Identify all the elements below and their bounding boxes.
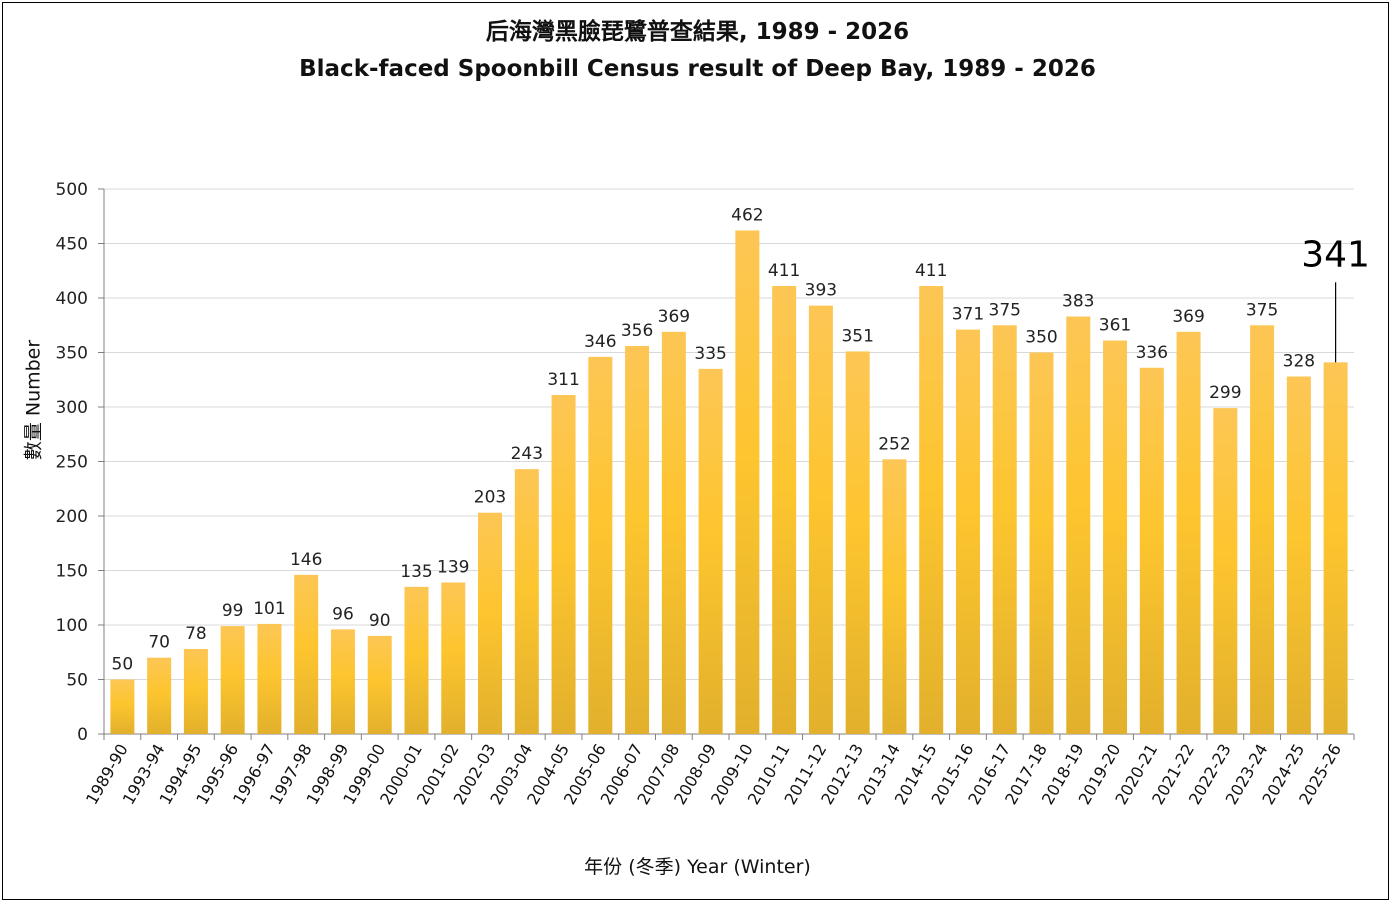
data-label: 146 <box>290 550 322 570</box>
y-tick-label: 500 <box>56 180 88 200</box>
data-label: 462 <box>731 205 763 225</box>
bar <box>110 679 135 734</box>
bar <box>441 582 466 734</box>
bar <box>772 286 797 734</box>
bar <box>919 286 944 734</box>
y-tick-label: 250 <box>56 453 88 473</box>
chart-subtitle: Black-faced Spoonbill Census result of D… <box>299 56 1096 82</box>
bar <box>147 657 172 734</box>
y-tick-label: 350 <box>56 344 88 364</box>
bar <box>808 305 833 734</box>
bar <box>1286 376 1311 734</box>
data-label: 299 <box>1209 383 1241 403</box>
bar <box>735 230 760 735</box>
y-tick-label: 400 <box>56 289 88 309</box>
data-label: 393 <box>805 281 837 301</box>
bar <box>1176 331 1201 734</box>
bar <box>551 395 576 734</box>
y-tick-label: 150 <box>56 562 88 582</box>
data-label: 411 <box>915 261 947 281</box>
data-label: 311 <box>547 370 579 390</box>
data-label: 335 <box>694 344 726 364</box>
data-label: 336 <box>1136 343 1168 363</box>
bar <box>1213 408 1238 734</box>
data-label: 243 <box>511 444 543 464</box>
data-label: 375 <box>1246 300 1278 320</box>
data-label: 70 <box>148 633 170 653</box>
data-label: 135 <box>400 562 432 582</box>
bar <box>220 626 245 734</box>
data-label: 346 <box>584 332 616 352</box>
bar <box>882 459 907 734</box>
bar <box>1323 362 1348 734</box>
bar <box>1103 340 1128 734</box>
bar <box>1139 367 1164 734</box>
bar <box>1029 352 1054 734</box>
data-label: 371 <box>952 305 984 325</box>
y-tick-label: 300 <box>56 398 88 418</box>
data-label: 361 <box>1099 316 1131 336</box>
y-tick-label: 450 <box>56 235 88 255</box>
data-label: 369 <box>658 307 690 327</box>
data-label: 328 <box>1283 351 1315 371</box>
highlight-label: 341 <box>1301 234 1370 275</box>
bar <box>1250 325 1275 734</box>
data-label: 356 <box>621 321 653 341</box>
bar <box>588 356 613 734</box>
y-tick-label: 200 <box>56 507 88 527</box>
y-tick-label: 0 <box>77 725 88 745</box>
bar <box>514 469 539 734</box>
y-tick-label: 50 <box>66 671 88 691</box>
bar <box>698 368 723 734</box>
data-label: 203 <box>474 488 506 508</box>
data-label: 350 <box>1025 328 1057 348</box>
bar <box>294 574 319 734</box>
data-label: 101 <box>253 599 285 619</box>
data-label: 50 <box>112 655 134 675</box>
data-label: 96 <box>332 604 354 624</box>
data-label: 411 <box>768 261 800 281</box>
bar <box>404 586 429 734</box>
data-label: 90 <box>369 611 391 631</box>
bar <box>1066 316 1091 734</box>
bar <box>367 635 392 734</box>
bar <box>183 648 208 734</box>
bar <box>955 329 980 734</box>
bar <box>625 345 650 734</box>
data-label: 78 <box>185 624 207 644</box>
chart-title: 后海灣黑臉琵鷺普查結果, 1989 - 2026 <box>485 19 910 45</box>
data-label: 375 <box>989 300 1021 320</box>
x-axis-label: 年份 (冬季) Year (Winter) <box>584 856 811 878</box>
bar <box>257 623 282 734</box>
data-label: 99 <box>222 601 244 621</box>
bar <box>845 351 870 734</box>
y-tick-label: 100 <box>56 616 88 636</box>
data-label: 369 <box>1172 307 1204 327</box>
data-label: 351 <box>841 326 873 346</box>
data-label: 139 <box>437 557 469 577</box>
bar <box>661 331 686 734</box>
data-label: 383 <box>1062 292 1094 312</box>
data-label: 252 <box>878 434 910 454</box>
bar <box>330 629 355 734</box>
bar <box>992 325 1017 734</box>
bar <box>478 512 503 734</box>
